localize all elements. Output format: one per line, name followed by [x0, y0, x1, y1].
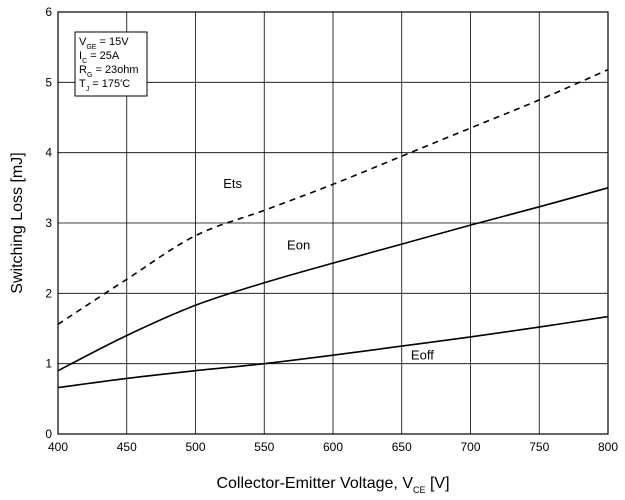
series-line-eon	[57, 187, 609, 372]
condition-line: IC = 25A	[79, 50, 120, 65]
x-tick-label: 750	[529, 440, 549, 454]
y-tick-label: 0	[45, 427, 52, 441]
y-tick-label: 6	[45, 5, 52, 19]
y-tick-label: 5	[45, 75, 52, 89]
series-label-eon: Eon	[287, 238, 310, 253]
x-tick-label: 500	[185, 440, 205, 454]
condition-line: VGE = 15V	[79, 36, 129, 51]
y-axis-title: Switching Loss [mJ]	[9, 152, 26, 293]
series-lines	[57, 68, 609, 389]
tick-labels: 400 450 500 550 600 650 700 750 800 0 1 2 3 4 5 6	[45, 5, 618, 454]
series-label-eoff: Eoff	[411, 347, 434, 362]
y-tick-label: 2	[45, 286, 52, 300]
series-line-eoff	[57, 315, 609, 389]
condition-subscript: GE	[86, 44, 96, 51]
condition-symbol: T	[79, 78, 86, 90]
x-tick-label: 700	[460, 440, 480, 454]
condition-line: RG = 23ohm	[79, 64, 139, 79]
condition-line: TJ = 175'C	[79, 78, 130, 93]
grid-lines	[57, 11, 609, 435]
series-labels: Ets Eon Eoff	[223, 176, 434, 363]
condition-subscript: G	[87, 72, 92, 79]
condition-symbol: I	[79, 50, 82, 62]
condition-value: = 15V	[96, 36, 129, 48]
condition-symbol: R	[79, 64, 87, 76]
condition-symbol: V	[79, 36, 87, 48]
condition-subscript: C	[82, 58, 87, 65]
y-tick-label: 4	[45, 146, 52, 160]
x-tick-label: 650	[392, 440, 412, 454]
series-line-ets	[57, 68, 609, 325]
plot-frame	[57, 11, 609, 435]
y-tick-label: 1	[45, 357, 52, 371]
x-axis-title: Collector-Emitter Voltage, VCE [V]	[216, 475, 449, 495]
x-axis-title-unit: [V]	[430, 475, 450, 492]
condition-value: = 23ohm	[92, 64, 138, 76]
condition-value: = 175'C	[89, 78, 130, 90]
x-axis-title-main: Collector-Emitter Voltage, V	[216, 475, 413, 492]
x-tick-label: 400	[48, 440, 68, 454]
x-axis-title-subscript: CE	[413, 485, 426, 495]
x-tick-label: 450	[117, 440, 137, 454]
x-tick-label: 600	[323, 440, 343, 454]
condition-subscript: J	[86, 86, 90, 93]
series-label-ets: Ets	[223, 176, 242, 191]
y-tick-label: 3	[45, 216, 52, 230]
condition-value: = 25A	[87, 50, 120, 62]
conditions-box-frame	[74, 31, 148, 97]
x-tick-label: 550	[254, 440, 274, 454]
x-tick-label: 800	[598, 440, 618, 454]
